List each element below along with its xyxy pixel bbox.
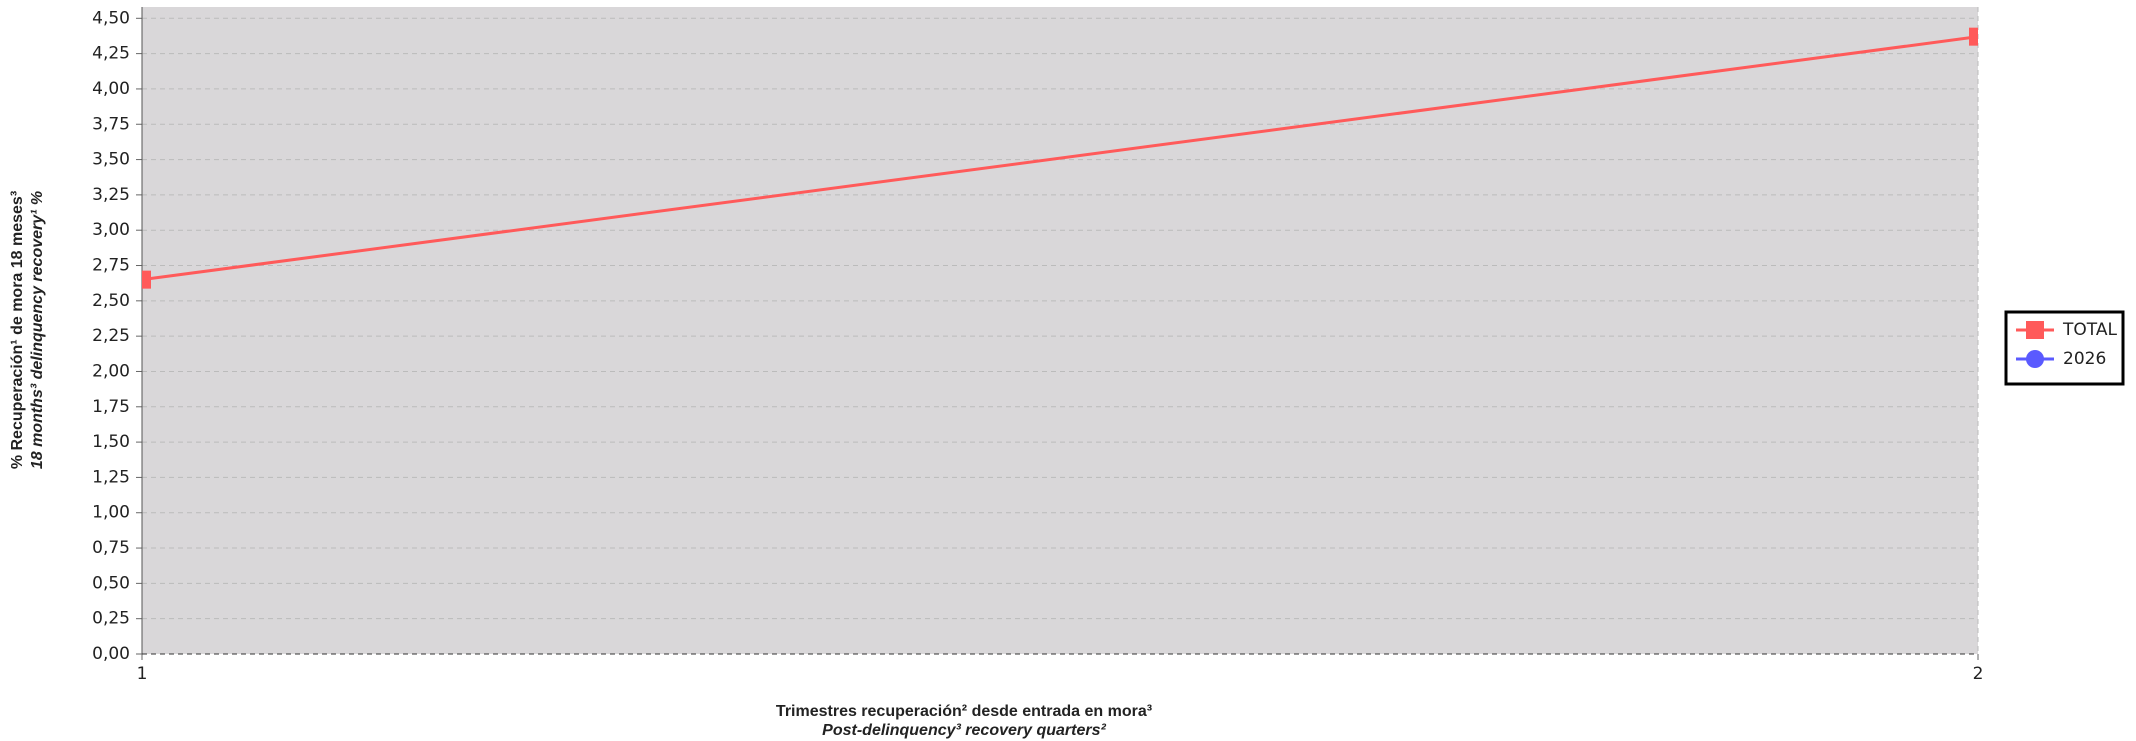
y-tick-label: 1,50 [92, 432, 130, 452]
y-tick-label: 1,25 [92, 467, 130, 487]
y-axis-title: 18 months³ delinquency recovery¹ % [29, 191, 46, 469]
y-tick-label: 3,50 [92, 150, 130, 170]
legend-label: 2026 [2063, 349, 2106, 369]
y-tick-label: 1,75 [92, 397, 130, 417]
y-tick-label: 3,75 [92, 114, 130, 134]
legend-box [2004, 310, 2125, 386]
y-tick-label: 3,25 [92, 185, 130, 205]
y-tick-label: 2,25 [92, 326, 130, 346]
marker [142, 270, 151, 289]
x-tick-label: 1 [137, 664, 148, 684]
marker [2026, 321, 2044, 339]
y-tick-label: 0,25 [92, 609, 130, 629]
plot-area [142, 7, 1978, 654]
x-axis-title: Trimestres recuperación² desde entrada e… [776, 703, 1152, 720]
y-tick-label: 4,00 [92, 79, 130, 99]
y-tick-label: 0,00 [92, 644, 130, 664]
y-tick-label: 4,50 [92, 8, 130, 28]
y-tick-label: 2,75 [92, 256, 130, 276]
marker [1969, 27, 1978, 46]
y-tick-label: 0,75 [92, 538, 130, 558]
y-tick-label: 0,50 [92, 573, 130, 593]
marker [2026, 350, 2044, 368]
y-tick-label: 2,50 [92, 291, 130, 311]
y-axis-title: % Recuperación¹ de mora 18 meses³ [9, 191, 26, 469]
y-tick-label: 4,25 [92, 44, 130, 64]
y-tick-label: 2,00 [92, 361, 130, 381]
legend-label: TOTAL [2062, 320, 2117, 340]
y-tick-label: 1,00 [92, 503, 130, 523]
series-line [142, 35, 1978, 282]
x-tick-label: 2 [1973, 664, 1984, 684]
x-axis-title: Post-delinquency³ recovery quarters² [822, 722, 1106, 739]
y-tick-label: 3,00 [92, 220, 130, 240]
